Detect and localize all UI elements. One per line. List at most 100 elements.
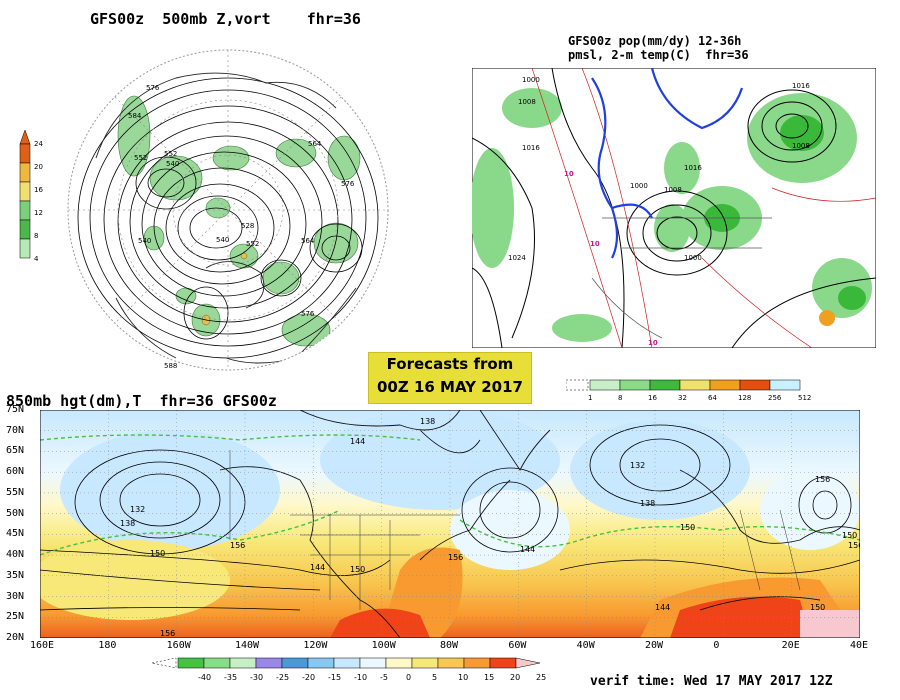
lat-axis: 75N 70N 65N 60N 55N 50N 45N 40N 35N 30N 25N 20N bbox=[4, 404, 40, 644]
temp-legend-tick: -35 bbox=[224, 673, 237, 682]
pop-legend-swatch bbox=[589, 379, 621, 391]
temp-legend-tick: -10 bbox=[354, 673, 367, 682]
vort-legend-tick: 8 bbox=[34, 232, 39, 240]
temp-legend-swatch bbox=[359, 657, 387, 669]
panel2-contour-label: 1008 bbox=[664, 186, 682, 194]
temp-legend-swatch bbox=[307, 657, 335, 669]
panel3-contour-label: 150 bbox=[842, 531, 857, 540]
pop-legend-tick: 1 bbox=[588, 394, 592, 402]
temp-legend-tick: 15 bbox=[484, 673, 494, 682]
lat-label: 25N bbox=[6, 611, 25, 623]
panel2-contour-label: 10 bbox=[648, 339, 658, 347]
panel3-contour-label: 156 bbox=[230, 541, 245, 550]
lon-label: 120W bbox=[303, 640, 328, 651]
pop-legend-swatch bbox=[679, 379, 711, 391]
panel3-contour-label: 150 bbox=[810, 603, 825, 612]
vort-legend-tick: 4 bbox=[34, 255, 39, 263]
vort-legend-swatch bbox=[19, 200, 31, 221]
panel1-contour-label: 528 bbox=[241, 222, 254, 230]
panel3-850mb-map: 1381441321381501441561321381441501561501… bbox=[40, 410, 860, 638]
temp-legend-swatch bbox=[177, 657, 205, 669]
temp-legend-tick: -5 bbox=[380, 673, 388, 682]
panel1-contour-label: 588 bbox=[164, 362, 177, 370]
pop-legend-tick: 8 bbox=[618, 394, 622, 402]
lat-label: 75N bbox=[6, 404, 25, 415]
panel3-contour-label: 144 bbox=[655, 603, 670, 612]
panel3-contour-label: 150 bbox=[150, 549, 165, 558]
lat-label: 45N bbox=[6, 528, 25, 540]
panel2-title-line2: pmsl, 2-m temp(C) fhr=36 bbox=[568, 48, 749, 62]
panel1-contour-label: 552 bbox=[164, 150, 177, 158]
panel1-contour-label: 584 bbox=[128, 112, 142, 120]
lon-label: 100W bbox=[371, 640, 396, 651]
banner-line2: 00Z 16 MAY 2017 bbox=[376, 378, 523, 396]
panel3-contour-label: 144 bbox=[310, 563, 325, 572]
panel1-contour-label: 576 bbox=[301, 310, 315, 318]
lon-axis: 160E 180 160W 140W 120W 100W 80W 60W 40W 20W 0 20E 4… bbox=[20, 640, 880, 654]
panel3-contour-label: 156 bbox=[815, 475, 830, 484]
temp-legend-swatch bbox=[281, 657, 309, 669]
pop-legend-tick: 256 bbox=[768, 394, 782, 402]
pop-legend-swatch bbox=[769, 379, 801, 391]
lat-label: 35N bbox=[6, 569, 25, 581]
vort-legend-swatch bbox=[19, 219, 31, 240]
lat-label: 40N bbox=[6, 549, 25, 561]
panel2-title-line1: GFS00z pop(mm/dy) 12-36h bbox=[568, 34, 742, 48]
pop-legend-tick: 128 bbox=[738, 394, 751, 402]
panel3-contour-label: 144 bbox=[520, 545, 535, 554]
temp-legend-tick: -40 bbox=[198, 673, 211, 682]
temp-legend-tick: 5 bbox=[432, 673, 437, 682]
panel2-contour-label: 1000 bbox=[630, 182, 648, 190]
panel2-contour-label: 1016 bbox=[522, 144, 540, 152]
panel3-contour-label: 156 bbox=[848, 541, 860, 550]
panel3-contour-label: 138 bbox=[120, 519, 135, 528]
lon-label: 140W bbox=[235, 640, 260, 651]
temp-legend: -40 -35 -30 -25 -20 -15 -10 -5 0 5 10 15 20 25 bbox=[152, 657, 546, 682]
temp-legend-swatch bbox=[411, 657, 439, 669]
panel2-contour-label: 10 bbox=[564, 170, 574, 178]
panel2-pop-map: 1000 1008 1016 1024 10 10 10 1016 1000 1008 1016 10… bbox=[472, 68, 876, 348]
lat-label: 65N bbox=[6, 445, 25, 457]
panel3-title: 850mb hgt(dm),T fhr=36 GFS00z bbox=[6, 392, 277, 410]
temp-legend-tick: -15 bbox=[328, 673, 341, 682]
pop-legend-swatch bbox=[709, 379, 741, 391]
temp-legend-tick: 20 bbox=[510, 673, 520, 682]
pop-legend: 1 8 16 32 64 128 256 512 bbox=[566, 379, 811, 402]
panel3-contour-label: 144 bbox=[350, 437, 365, 446]
panel2-title: GFS00z pop(mm/dy) 12-36h pmsl, 2-m temp(C… bbox=[568, 34, 749, 62]
pop-legend-tick: 32 bbox=[678, 394, 687, 402]
panel1-contour-label: 540 bbox=[216, 236, 229, 244]
vort-legend: 24 20 16 12 8 4 bbox=[18, 129, 48, 263]
temp-legend-swatch bbox=[437, 657, 465, 669]
panel1-contour-label: 576 bbox=[146, 84, 160, 92]
panel2-contour-label: 1024 bbox=[508, 254, 526, 262]
lat-label: 20N bbox=[6, 632, 25, 643]
pop-legend-tick: 16 bbox=[648, 394, 657, 402]
lon-label: 60W bbox=[508, 640, 527, 651]
lon-label: 80W bbox=[440, 640, 459, 651]
temp-legend-tick: -25 bbox=[276, 673, 289, 682]
temp-legend-swatch bbox=[489, 657, 517, 669]
vort-legend-swatch bbox=[19, 143, 31, 164]
lon-label: 40E bbox=[850, 640, 869, 651]
panel3-contour-label: 132 bbox=[630, 461, 645, 470]
vort-legend-swatch bbox=[19, 162, 31, 183]
temp-legend-swatch bbox=[333, 657, 361, 669]
temp-legend-swatch bbox=[255, 657, 283, 669]
vort-legend-swatch bbox=[19, 181, 31, 202]
vort-legend-tick: 12 bbox=[34, 209, 43, 217]
panel1-contour-label: 564 bbox=[301, 237, 315, 245]
panel2-contour-label: 1000 bbox=[522, 76, 540, 84]
panel1-contour-label: 540 bbox=[166, 160, 179, 168]
temp-legend-tick: 0 bbox=[406, 673, 411, 682]
banner-line1: Forecasts from bbox=[386, 355, 514, 373]
forecast-banner: Forecasts from 00Z 16 MAY 2017 bbox=[368, 352, 532, 404]
lat-label: 70N bbox=[6, 424, 25, 436]
panel2-contour-label: 1016 bbox=[792, 82, 810, 90]
lat-label: 30N bbox=[6, 590, 25, 602]
lon-label: 160W bbox=[166, 640, 191, 651]
panel3-contour-label: 138 bbox=[640, 499, 655, 508]
panel1-contour-label: 576 bbox=[341, 180, 355, 188]
lon-label: 40W bbox=[576, 640, 595, 651]
pop-legend-tick: 64 bbox=[708, 394, 717, 402]
